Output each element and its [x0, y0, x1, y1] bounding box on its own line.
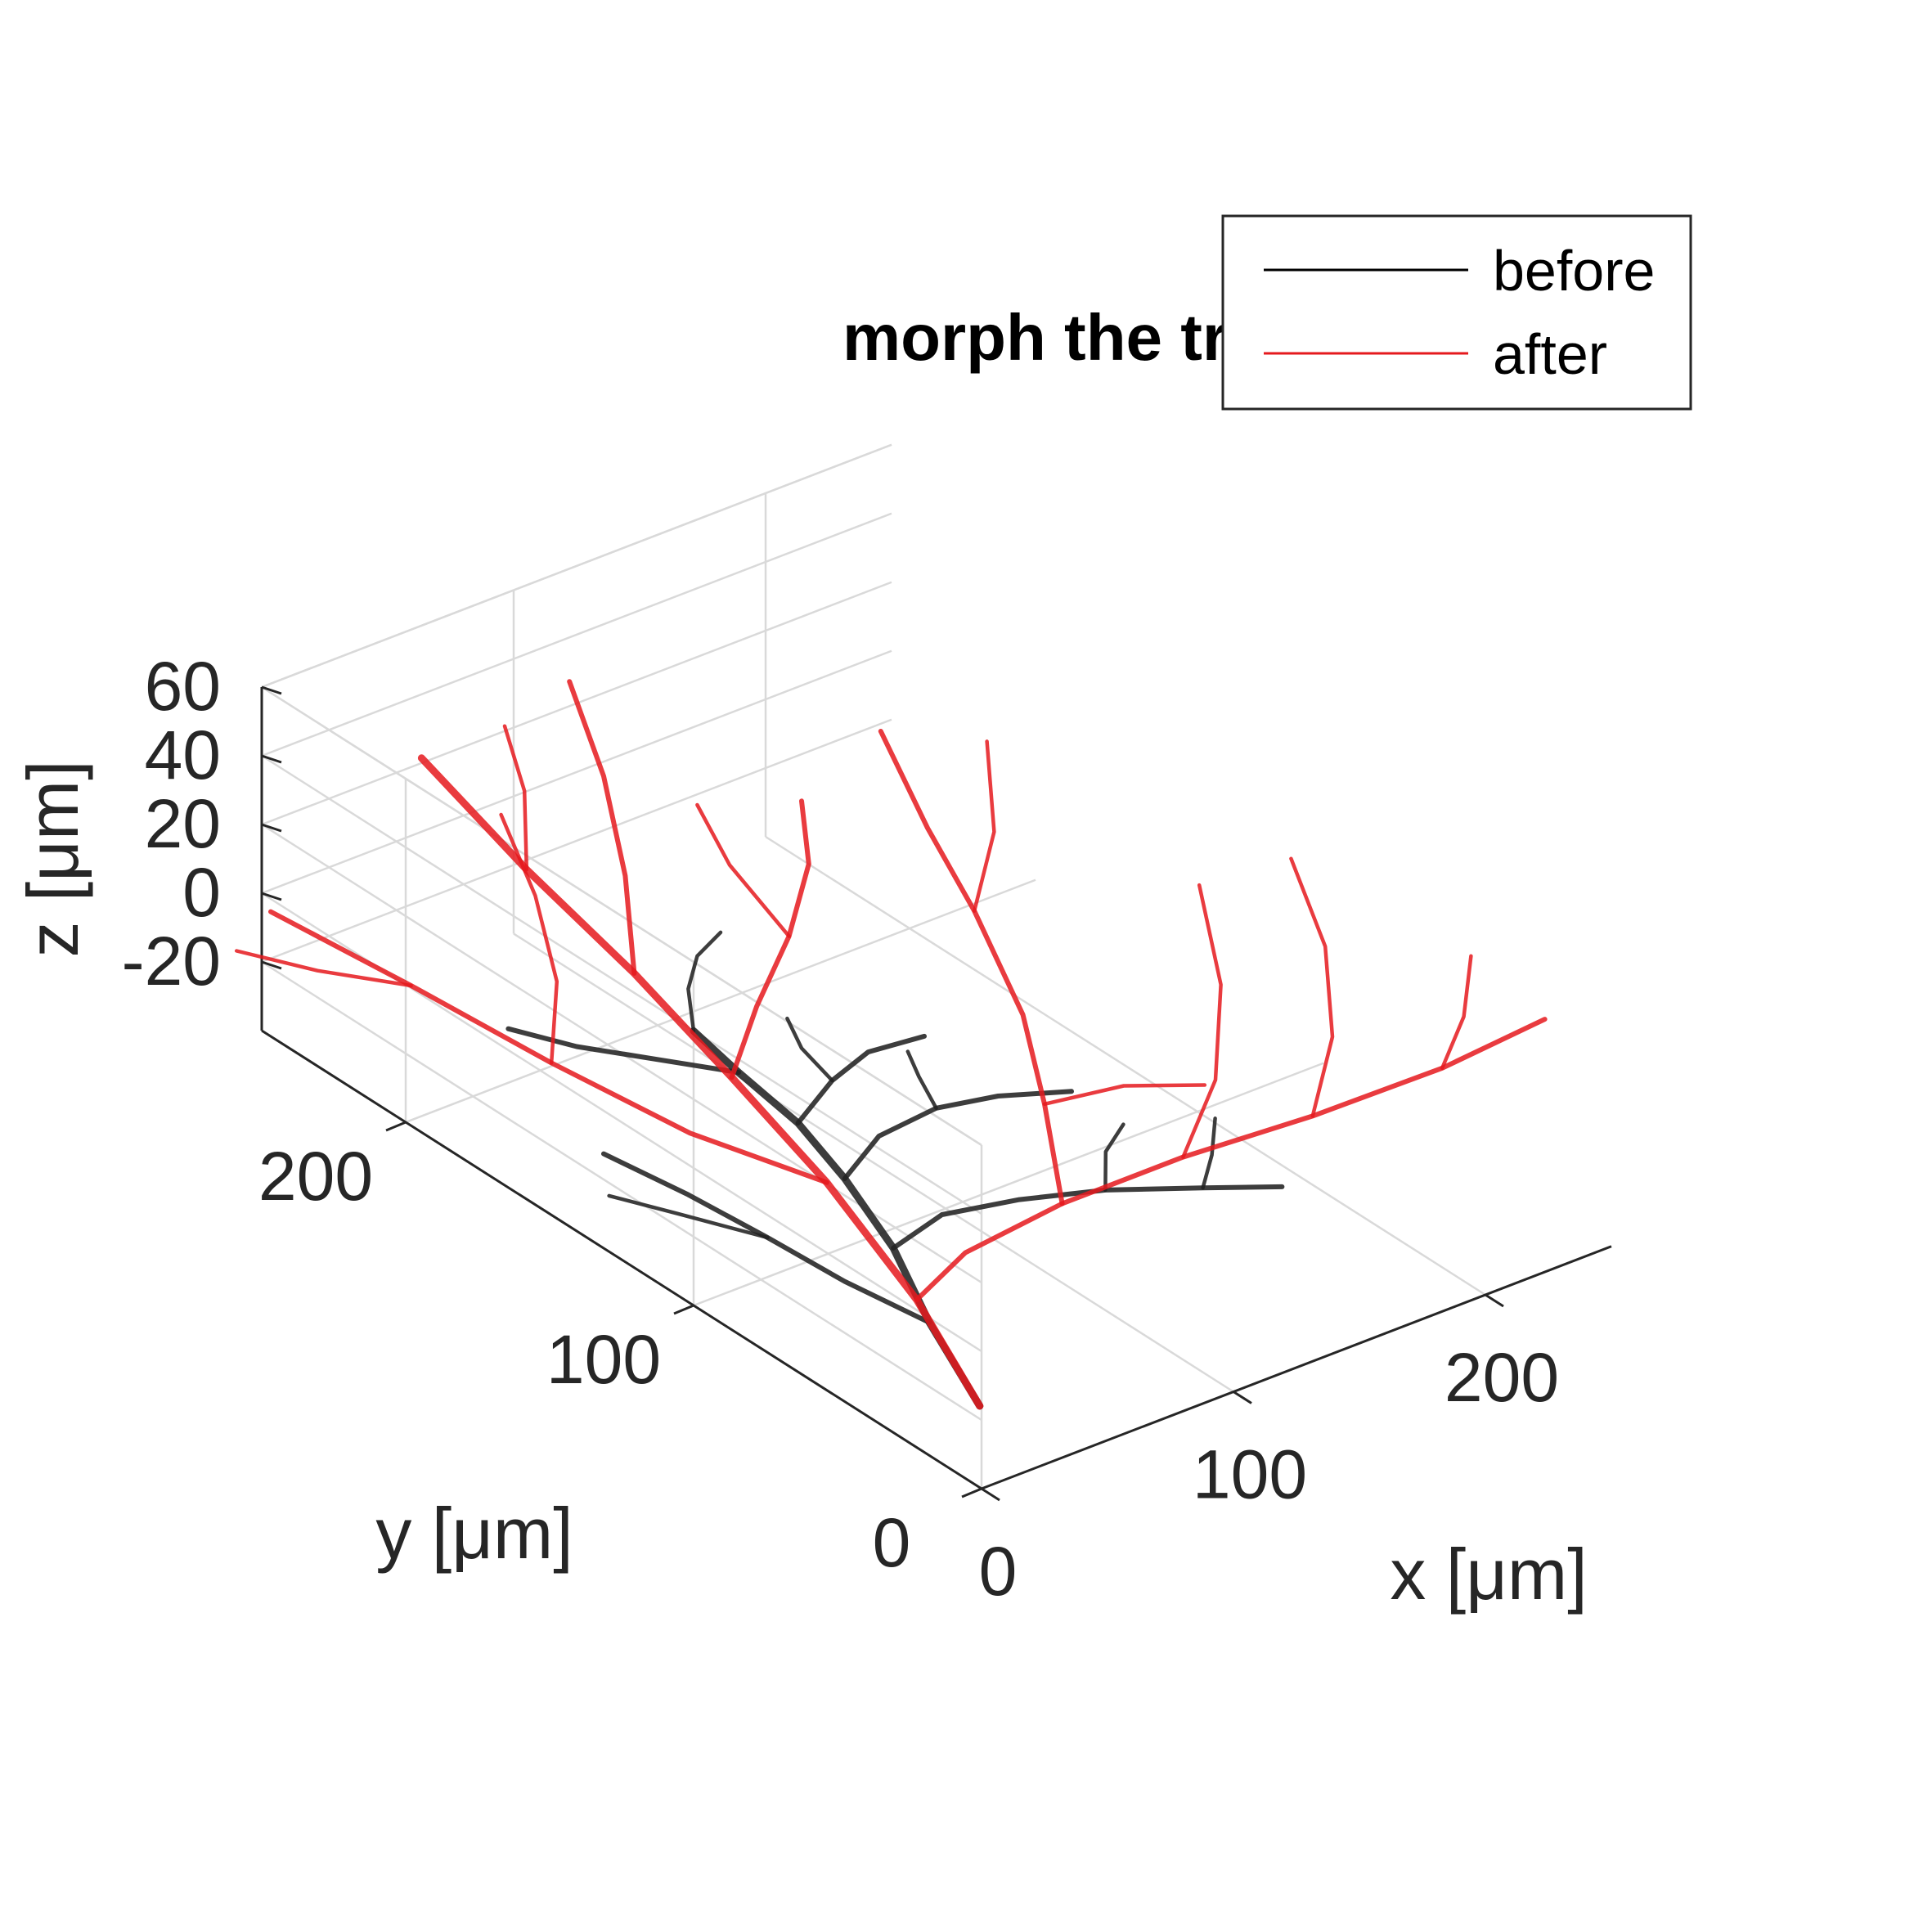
series-before-branch [1201, 1117, 1217, 1190]
x-tick-label: 200 [1445, 1339, 1559, 1416]
grid-line-x [765, 835, 1486, 1296]
legend-box [1221, 214, 1692, 411]
z-tick-mark [261, 960, 282, 970]
series-before-branch [607, 1193, 770, 1240]
legend-label-after: after [1493, 322, 1607, 386]
grid-line-y [693, 1062, 1324, 1307]
series-after [234, 679, 1548, 1410]
y-axis-label: y [μm] [375, 1493, 573, 1574]
series-before-branch [505, 1026, 741, 1076]
grid-line-z [261, 649, 892, 895]
series-after-branch [234, 949, 413, 988]
series-after-branch [499, 812, 559, 1065]
x-tick-mark [981, 1487, 1000, 1502]
z-tick-label: 0 [182, 854, 221, 931]
series-after-branch [1440, 954, 1473, 1071]
series-after-branch [567, 679, 637, 976]
legend: before after [1221, 214, 1692, 411]
grid-line-z [261, 718, 892, 964]
series-after-branch [502, 724, 529, 872]
grid-edge [261, 443, 892, 689]
y-tick-label: 200 [258, 1138, 373, 1215]
grid-line-z [261, 960, 982, 1422]
z-tick-mark [261, 754, 282, 764]
data-series [234, 679, 1548, 1410]
z-tick-mark [261, 892, 282, 901]
z-axis-label: z [μm] [12, 760, 93, 957]
y-tick-label: 100 [546, 1321, 661, 1398]
series-before-branch [795, 1033, 927, 1126]
legend-label-before: before [1493, 239, 1655, 303]
series-before-branch [785, 1016, 834, 1083]
x-tick-label: 100 [1193, 1436, 1307, 1513]
x-tick-label: 0 [979, 1533, 1018, 1610]
grid-line-z [261, 754, 982, 1215]
series-before-branch [1103, 1122, 1126, 1193]
x-tick-mark [1233, 1391, 1252, 1404]
series-after-branch [914, 1017, 1548, 1303]
series-after-branch [878, 729, 1065, 1206]
z-tick-mark [261, 685, 282, 695]
grid-line-z [261, 512, 892, 757]
series-after-branch [972, 739, 996, 913]
series-before-branch [905, 1049, 938, 1111]
grid-edge [261, 685, 982, 1147]
series-after-branch [1289, 856, 1335, 1118]
x-axis-line [981, 1245, 1612, 1490]
y-axis-line [261, 1029, 982, 1490]
grid-line-x [513, 932, 1234, 1393]
series-after-branch [1042, 1083, 1207, 1107]
z-tick-mark [261, 823, 282, 833]
z-tick-label: 60 [145, 648, 221, 725]
y-tick-mark [673, 1304, 694, 1315]
series-after-branch [695, 802, 791, 938]
axis-lines [260, 685, 1612, 1502]
series-after-branch [1181, 883, 1223, 1159]
z-tick-label: 40 [145, 717, 221, 793]
x-tick-mark [1485, 1293, 1504, 1308]
y-tick-mark [385, 1121, 407, 1132]
series-before-branch [686, 930, 723, 1033]
z-tick-label: -20 [122, 923, 221, 1000]
grid-line-y [405, 878, 1036, 1124]
z-tick-label: 20 [145, 785, 221, 862]
y-tick-mark [961, 1487, 982, 1498]
x-axis-label: x [μm] [1390, 1534, 1587, 1615]
y-tick-label: 0 [873, 1504, 911, 1581]
